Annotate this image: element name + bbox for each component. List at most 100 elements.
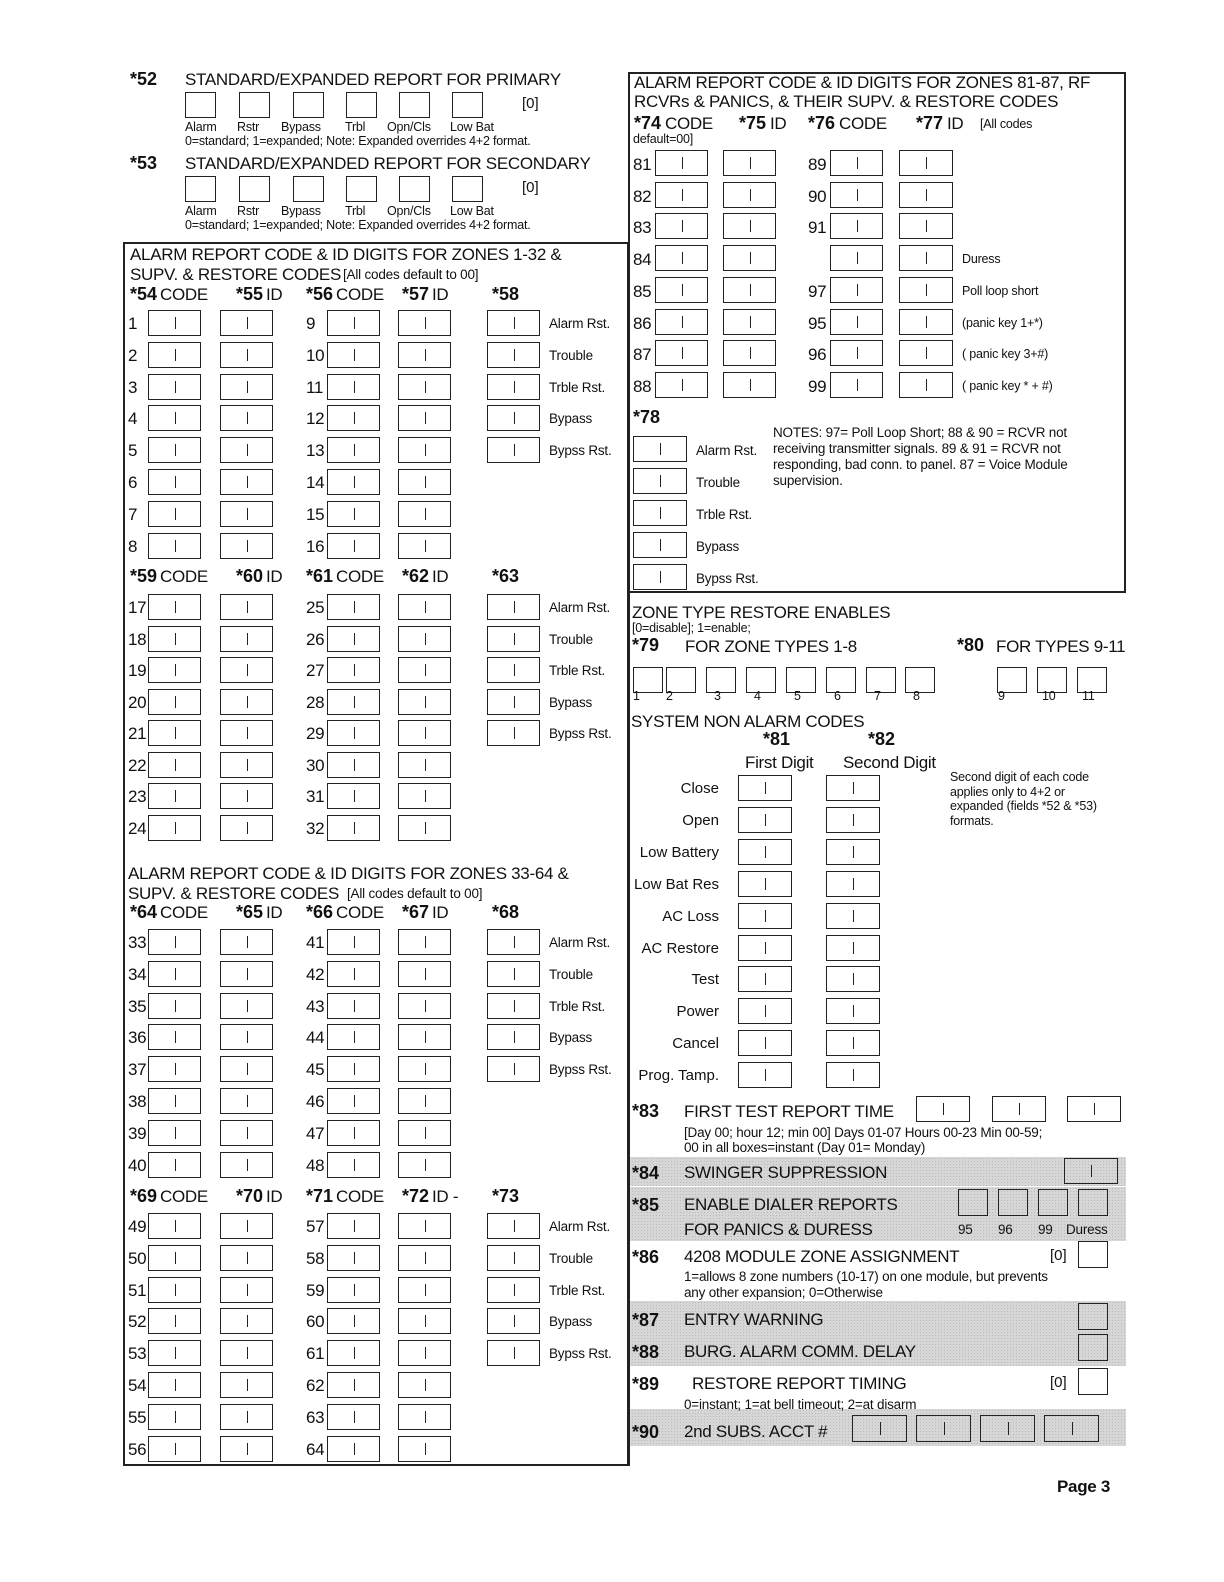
zone-51-code-box[interactable] bbox=[148, 1277, 201, 1303]
zone-26-id-box[interactable] bbox=[398, 626, 451, 652]
non-alarm-test-second-digit[interactable] bbox=[826, 966, 880, 992]
zone-50-id-box[interactable] bbox=[220, 1245, 273, 1271]
zone-55-id-box[interactable] bbox=[220, 1404, 273, 1430]
zone-29-code-box[interactable] bbox=[327, 720, 380, 746]
zone-95-id-box[interactable] bbox=[899, 309, 953, 335]
zone-58-code-box[interactable] bbox=[327, 1245, 380, 1271]
zone-59-id-box[interactable] bbox=[398, 1277, 451, 1303]
zone-12-id-box[interactable] bbox=[398, 405, 451, 431]
s52-box-rstr[interactable] bbox=[239, 92, 270, 118]
non-alarm-close-second-digit[interactable] bbox=[826, 775, 880, 801]
subscriber-account-digits-4[interactable] bbox=[1044, 1415, 1099, 1442]
non-alarm-close-first-digit[interactable] bbox=[738, 775, 792, 801]
zone-47-code-box[interactable] bbox=[327, 1120, 380, 1146]
zone-87-id-box[interactable] bbox=[723, 340, 776, 366]
zone-48-id-box[interactable] bbox=[398, 1152, 451, 1178]
zone-19-id-box[interactable] bbox=[220, 657, 273, 683]
zone-7-id-box[interactable] bbox=[220, 501, 273, 527]
zone-46-code-box[interactable] bbox=[327, 1088, 380, 1114]
zone-53-code-box[interactable] bbox=[148, 1340, 201, 1366]
zone-30-id-box[interactable] bbox=[398, 752, 451, 778]
zone-41-code-box[interactable] bbox=[327, 929, 380, 955]
zone-15-code-box[interactable] bbox=[327, 501, 380, 527]
zone-21-code-box[interactable] bbox=[148, 720, 201, 746]
zone-7-code-box[interactable] bbox=[148, 501, 201, 527]
module-zone-assignment-box[interactable] bbox=[1078, 1241, 1108, 1268]
zone-17-code-box[interactable] bbox=[148, 594, 201, 620]
zone-20-code-box[interactable] bbox=[148, 689, 201, 715]
zone-51-id-box[interactable] bbox=[220, 1277, 273, 1303]
s52-box-trbl[interactable] bbox=[346, 92, 377, 118]
swinger-suppression-box[interactable] bbox=[1064, 1158, 1118, 1184]
zone-58-id-box[interactable] bbox=[398, 1245, 451, 1271]
zone-47-id-box[interactable] bbox=[398, 1120, 451, 1146]
zone-type-10-box[interactable] bbox=[1037, 667, 1067, 693]
zone-96-id-box[interactable] bbox=[899, 340, 953, 366]
zone-84-id-box[interactable] bbox=[723, 245, 776, 271]
s52-box-lowbat[interactable] bbox=[452, 92, 483, 118]
zone-33-id-box[interactable] bbox=[220, 929, 273, 955]
zone-18-id-box[interactable] bbox=[220, 626, 273, 652]
dialer-report-99-box[interactable] bbox=[1038, 1189, 1068, 1216]
zone-37-id-box[interactable] bbox=[220, 1056, 273, 1082]
zone-56-id-box[interactable] bbox=[220, 1436, 273, 1462]
s53-box-lowbat[interactable] bbox=[452, 176, 483, 202]
zone-45-code-box[interactable] bbox=[327, 1056, 380, 1082]
test-report-day-box[interactable] bbox=[916, 1096, 970, 1122]
zone-16-id-box[interactable] bbox=[398, 533, 451, 559]
s52-box-alarm[interactable] bbox=[185, 92, 216, 118]
zone-6-id-box[interactable] bbox=[220, 469, 273, 495]
zone-3-id-box[interactable] bbox=[220, 374, 273, 400]
zone-59-code-box[interactable] bbox=[327, 1277, 380, 1303]
zone-33-code-box[interactable] bbox=[148, 929, 201, 955]
zone-13-id-box[interactable] bbox=[398, 437, 451, 463]
zone-42-code-box[interactable] bbox=[327, 961, 380, 987]
zone-23-id-box[interactable] bbox=[220, 783, 273, 809]
dialer-report-95-box[interactable] bbox=[958, 1189, 988, 1216]
zone-43-code-box[interactable] bbox=[327, 993, 380, 1019]
zone-44-code-box[interactable] bbox=[327, 1024, 380, 1050]
zone-14-code-box[interactable] bbox=[327, 469, 380, 495]
zone-11-id-box[interactable] bbox=[398, 374, 451, 400]
supv-bypssrst-box[interactable] bbox=[487, 1340, 540, 1366]
zone-45-id-box[interactable] bbox=[398, 1056, 451, 1082]
zone-12-code-box[interactable] bbox=[327, 405, 380, 431]
subscriber-account-digits-1[interactable] bbox=[852, 1415, 907, 1442]
rf-supv-bypssrst-box[interactable] bbox=[633, 564, 687, 590]
zone-40-id-box[interactable] bbox=[220, 1152, 273, 1178]
supv-bypass-box[interactable] bbox=[487, 405, 540, 431]
zone-27-code-box[interactable] bbox=[327, 657, 380, 683]
zone-28-code-box[interactable] bbox=[327, 689, 380, 715]
subscriber-account-digits-3[interactable] bbox=[980, 1415, 1035, 1442]
test-report-hour-box[interactable] bbox=[992, 1096, 1046, 1122]
zone-type-11-box[interactable] bbox=[1077, 667, 1107, 693]
supv-trouble-box[interactable] bbox=[487, 626, 540, 652]
zone-61-code-box[interactable] bbox=[327, 1340, 380, 1366]
zone-85-id-box[interactable] bbox=[723, 277, 776, 303]
supv-bypass-box[interactable] bbox=[487, 1024, 540, 1050]
zone-24-id-box[interactable] bbox=[220, 815, 273, 841]
zone-14-id-box[interactable] bbox=[398, 469, 451, 495]
supv-trblerst-box[interactable] bbox=[487, 374, 540, 400]
entry-warning-box[interactable] bbox=[1078, 1303, 1108, 1330]
zone-29-id-box[interactable] bbox=[398, 720, 451, 746]
zone-32-id-box[interactable] bbox=[398, 815, 451, 841]
zone-9-code-box[interactable] bbox=[327, 310, 380, 336]
subscriber-account-digits-2[interactable] bbox=[916, 1415, 971, 1442]
zone-57-id-box[interactable] bbox=[398, 1213, 451, 1239]
zone-31-id-box[interactable] bbox=[398, 783, 451, 809]
non-alarm-acloss-first-digit[interactable] bbox=[738, 903, 792, 929]
zone-27-id-box[interactable] bbox=[398, 657, 451, 683]
zone-19-code-box[interactable] bbox=[148, 657, 201, 683]
non-alarm-power-second-digit[interactable] bbox=[826, 998, 880, 1024]
zone-99-code-box[interactable] bbox=[830, 372, 883, 398]
zone-48-code-box[interactable] bbox=[327, 1152, 380, 1178]
supv-bypssrst-box[interactable] bbox=[487, 437, 540, 463]
s53-box-opncls[interactable] bbox=[399, 176, 430, 202]
zone-62-id-box[interactable] bbox=[398, 1372, 451, 1398]
zone-11-code-box[interactable] bbox=[327, 374, 380, 400]
zone-49-code-box[interactable] bbox=[148, 1213, 201, 1239]
zone-22-code-box[interactable] bbox=[148, 752, 201, 778]
zone-type-6-box[interactable] bbox=[826, 667, 856, 693]
restore-report-timing-box[interactable] bbox=[1078, 1368, 1108, 1395]
